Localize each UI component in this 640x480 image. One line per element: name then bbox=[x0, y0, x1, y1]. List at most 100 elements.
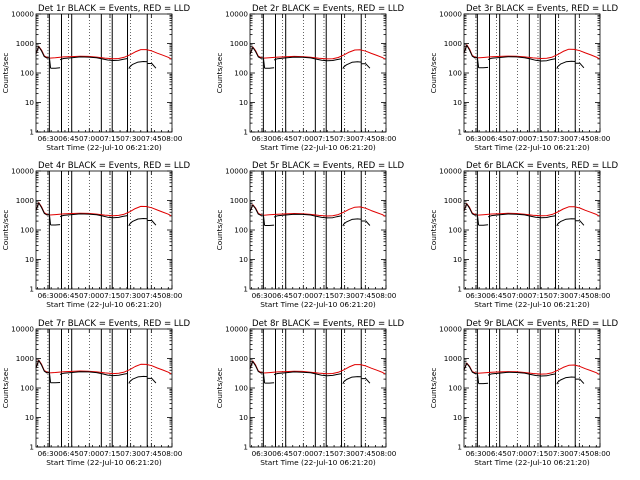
x-tick-label: 07:45 bbox=[355, 449, 376, 458]
events-series-segment bbox=[249, 46, 264, 59]
y-tick-label: 1000 bbox=[444, 39, 463, 48]
events-series-segment bbox=[262, 57, 266, 69]
y-axis-label: Counts/sec bbox=[215, 53, 224, 94]
events-series-segment bbox=[273, 213, 342, 219]
x-axis-label: Start Time (22-Jul-10 06:21:20) bbox=[260, 143, 376, 152]
x-tick-label: 06:30 bbox=[466, 291, 487, 300]
x-tick-label: 06:45 bbox=[58, 449, 79, 458]
plot-frame bbox=[463, 328, 601, 448]
events-series-segment bbox=[59, 371, 128, 377]
events-series-segment bbox=[59, 56, 128, 61]
lld-series-line bbox=[35, 45, 172, 60]
x-tick-label: 08:00 bbox=[162, 291, 183, 300]
x-tick-label: 07:45 bbox=[569, 291, 590, 300]
x-tick-label: 06:30 bbox=[38, 134, 59, 143]
x-tick-label: 07:45 bbox=[355, 134, 376, 143]
x-tick-label: 06:45 bbox=[272, 449, 293, 458]
y-tick-label: 1000 bbox=[230, 39, 249, 48]
x-tick-label: 07:45 bbox=[141, 134, 162, 143]
x-tick-label: 06:30 bbox=[252, 134, 273, 143]
y-tick-label: 10000 bbox=[11, 325, 34, 334]
x-tick-label: 07:00 bbox=[507, 291, 528, 300]
y-tick-label: 10 bbox=[25, 98, 35, 107]
x-tick-label: 07:45 bbox=[141, 291, 162, 300]
y-tick-label: 10 bbox=[239, 98, 249, 107]
x-tick-label: 07:15 bbox=[100, 291, 121, 300]
lld-series-line bbox=[35, 359, 172, 375]
lld-series-line bbox=[249, 46, 386, 60]
y-axis-label: Counts/sec bbox=[1, 368, 10, 409]
y-tick-label: 10000 bbox=[225, 167, 248, 176]
y-tick-label: 1000 bbox=[16, 354, 35, 363]
events-series-segment bbox=[48, 214, 52, 226]
y-tick-label: 10 bbox=[25, 255, 35, 264]
x-tick-label: 07:30 bbox=[120, 449, 141, 458]
plot-frame bbox=[463, 170, 601, 290]
events-series-segment bbox=[361, 63, 371, 69]
y-tick-label: 100 bbox=[234, 69, 248, 78]
y-tick-label: 100 bbox=[20, 384, 34, 393]
events-series-segment bbox=[128, 375, 148, 384]
x-tick-label: 07:30 bbox=[334, 449, 355, 458]
lld-series-line bbox=[463, 362, 600, 375]
events-series-segment bbox=[463, 44, 478, 59]
y-axis-label: Counts/sec bbox=[429, 53, 438, 94]
events-series-segment bbox=[487, 213, 556, 219]
chart-panel-2: Det 2r BLACK = Events, RED = LLD 1 10 100 10… bbox=[215, 4, 404, 152]
events-series-segment bbox=[342, 376, 362, 384]
y-axis-label: Counts/sec bbox=[1, 210, 10, 251]
y-tick-label: 1 bbox=[457, 443, 462, 452]
y-tick-label: 1 bbox=[29, 443, 34, 452]
x-tick-label: 07:30 bbox=[548, 134, 569, 143]
events-series-segment bbox=[59, 213, 128, 219]
chart-panel-8: Det 8r BLACK = Events, RED = LLD 1 10 100 10… bbox=[215, 319, 404, 467]
x-tick-label: 08:00 bbox=[590, 134, 611, 143]
y-tick-label: 10000 bbox=[439, 167, 462, 176]
events-series-segment bbox=[48, 57, 52, 69]
y-tick-label: 1 bbox=[243, 285, 248, 294]
x-tick-label: 07:00 bbox=[79, 134, 100, 143]
y-tick-label: 1000 bbox=[230, 196, 249, 205]
x-tick-label: 06:45 bbox=[486, 449, 507, 458]
events-series-segment bbox=[575, 62, 585, 69]
chart-panel-9: Det 9r BLACK = Events, RED = LLD 1 10 100 10… bbox=[429, 319, 618, 467]
plot-frame bbox=[463, 13, 601, 133]
x-tick-label: 06:30 bbox=[466, 449, 487, 458]
x-tick-label: 06:30 bbox=[38, 449, 59, 458]
x-tick-label: 07:30 bbox=[548, 449, 569, 458]
x-tick-label: 07:30 bbox=[120, 291, 141, 300]
events-series-segment bbox=[476, 214, 480, 226]
y-tick-label: 1000 bbox=[230, 354, 249, 363]
x-tick-label: 07:00 bbox=[507, 134, 528, 143]
y-tick-label: 10 bbox=[453, 98, 463, 107]
events-series-segment bbox=[463, 203, 478, 216]
x-tick-label: 07:15 bbox=[100, 134, 121, 143]
y-tick-label: 1000 bbox=[16, 39, 35, 48]
y-tick-label: 100 bbox=[20, 69, 34, 78]
x-tick-label: 06:30 bbox=[38, 291, 59, 300]
y-tick-label: 1 bbox=[243, 128, 248, 137]
x-tick-label: 07:45 bbox=[569, 449, 590, 458]
events-series-segment bbox=[361, 220, 371, 226]
y-tick-label: 100 bbox=[234, 384, 248, 393]
y-tick-label: 1000 bbox=[444, 196, 463, 205]
y-tick-label: 10 bbox=[25, 413, 35, 422]
events-series-segment bbox=[342, 61, 362, 69]
y-tick-label: 100 bbox=[20, 226, 34, 235]
y-tick-label: 10 bbox=[453, 255, 463, 264]
events-series-segment bbox=[262, 214, 266, 226]
events-series-segment bbox=[361, 378, 371, 384]
plot-frame bbox=[35, 170, 173, 290]
y-tick-label: 1000 bbox=[16, 196, 35, 205]
x-tick-label: 06:30 bbox=[252, 291, 273, 300]
events-series-segment bbox=[463, 362, 478, 374]
x-tick-label: 08:00 bbox=[162, 449, 183, 458]
x-tick-label: 07:15 bbox=[528, 134, 549, 143]
x-tick-label: 06:30 bbox=[466, 134, 487, 143]
x-tick-label: 08:00 bbox=[162, 134, 183, 143]
x-axis-label: Start Time (22-Jul-10 06:21:20) bbox=[474, 143, 590, 152]
x-tick-label: 07:00 bbox=[507, 449, 528, 458]
x-tick-label: 08:00 bbox=[590, 291, 611, 300]
y-tick-label: 10000 bbox=[225, 10, 248, 19]
events-series-segment bbox=[128, 218, 148, 227]
